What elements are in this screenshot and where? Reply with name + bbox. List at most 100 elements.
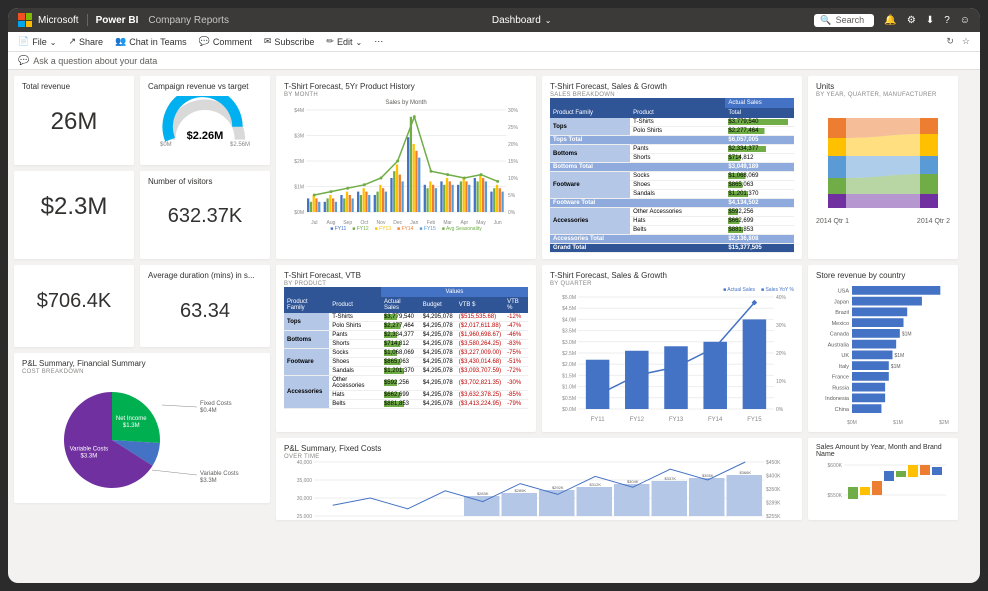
svg-text:$3.5M: $3.5M (562, 329, 576, 335)
svg-text:Italy: Italy (839, 364, 849, 370)
svg-text:$0.4M: $0.4M (200, 408, 217, 414)
tile-store-revenue[interactable]: Store revenue by country USAJapanBrazilM… (808, 265, 958, 432)
notifications-icon[interactable]: 🔔 (884, 15, 896, 26)
svg-text:$1.3M: $1.3M (123, 423, 140, 429)
download-icon[interactable]: ⬇ (926, 15, 934, 26)
svg-text:40,000: 40,000 (297, 460, 313, 466)
svg-text:$0M: $0M (847, 420, 857, 426)
tile-sales-breakdown[interactable]: T-Shirt Forecast, Sales & Growth SALES B… (542, 76, 802, 259)
svg-text:30,000: 30,000 (297, 496, 313, 502)
svg-text:$283K: $283K (477, 491, 489, 496)
svg-text:$2M: $2M (939, 420, 949, 426)
svg-text:USA: USA (838, 289, 850, 295)
svg-text:Brazil: Brazil (835, 310, 849, 316)
product-label: Power BI (96, 15, 139, 26)
comment-button[interactable]: 💬Comment (199, 36, 252, 47)
svg-text:$350K: $350K (766, 487, 781, 493)
svg-text:$3.0M: $3.0M (562, 340, 576, 346)
edit-button[interactable]: ✏Edit (326, 36, 362, 47)
svg-text:Russia: Russia (832, 385, 850, 391)
svg-text:$312K: $312K (589, 482, 601, 487)
quarterly-chart: $5.0M$4.5M$4.0M$3.5M$3.0M$2.5M$2.0M$1.5M… (550, 293, 794, 423)
svg-text:$3.3M: $3.3M (81, 454, 98, 460)
svg-text:Fixed Costs: Fixed Costs (200, 401, 232, 407)
view-selector[interactable]: Dashboard (492, 15, 552, 26)
svg-text:$1M: $1M (893, 420, 903, 426)
qa-bar[interactable]: 💬 Ask a question about your data (8, 52, 980, 70)
svg-text:$289K: $289K (514, 488, 526, 493)
svg-text:$292K: $292K (552, 485, 564, 490)
svg-text:Australia: Australia (828, 342, 850, 348)
tile-visitors[interactable]: Number of visitors 632.37K (140, 171, 270, 260)
svg-text:10%: 10% (776, 379, 787, 385)
share-button[interactable]: ↗Share (68, 36, 103, 47)
svg-text:$550K: $550K (828, 493, 843, 499)
file-menu[interactable]: 📄File (18, 36, 56, 47)
svg-text:0%: 0% (508, 210, 516, 216)
more-button[interactable]: ⋯ (374, 36, 383, 47)
svg-text:Jun: Jun (494, 220, 502, 226)
svg-text:Variable Costs: Variable Costs (200, 471, 239, 477)
toolbar: 📄File ↗Share 👥Chat in Teams 💬Comment ✉Su… (8, 32, 980, 52)
svg-text:$4M: $4M (294, 108, 304, 114)
svg-text:10%: 10% (508, 176, 519, 182)
svg-text:Mexico: Mexico (832, 321, 849, 327)
tile-sales-brand[interactable]: Sales Amount by Year, Month and Brand Na… (808, 438, 958, 520)
svg-text:$355K: $355K (702, 473, 714, 478)
feedback-icon[interactable]: ☺ (960, 15, 970, 26)
tile-pie[interactable]: P&L Summary, Financial Summary COST BREA… (14, 353, 270, 503)
tile-kpi3[interactable]: $706.4K (14, 265, 134, 347)
svg-text:FY12: FY12 (630, 417, 645, 423)
svg-text:30%: 30% (776, 323, 787, 329)
svg-text:Variable Costs: Variable Costs (70, 447, 109, 453)
svg-text:FY11: FY11 (591, 417, 606, 423)
favorite-icon[interactable]: ☆ (962, 36, 970, 47)
svg-text:$0.5M: $0.5M (562, 396, 576, 402)
tile-total-revenue[interactable]: Total revenue 26M (14, 76, 134, 165)
tile-kpi2[interactable]: $2.3M (14, 171, 134, 260)
svg-text:$0.0M: $0.0M (562, 407, 576, 413)
svg-text:$1M: $1M (294, 185, 304, 191)
tile-units[interactable]: Units BY YEAR, QUARTER, MANUFACTURER 201… (808, 76, 958, 259)
svg-text:25,000: 25,000 (297, 514, 313, 518)
chat-teams-button[interactable]: 👥Chat in Teams (115, 36, 187, 47)
svg-text:$1.5M: $1.5M (562, 373, 576, 379)
qa-icon: 💬 (18, 55, 29, 66)
svg-text:France: France (832, 375, 849, 381)
svg-text:$1M: $1M (902, 332, 912, 338)
svg-text:$600K: $600K (828, 463, 843, 469)
svg-text:30%: 30% (508, 108, 519, 114)
search-icon: 🔍 (820, 15, 831, 26)
forecast-5yr-legend: FY11FY12FY13FY14FY15Avg Seasonality (284, 226, 528, 232)
refresh-icon[interactable]: ↻ (946, 36, 954, 47)
svg-text:FY15: FY15 (747, 417, 762, 423)
svg-text:$304K: $304K (627, 479, 639, 484)
microsoft-logo (18, 13, 32, 27)
svg-text:Indonesia: Indonesia (825, 396, 850, 402)
svg-text:20%: 20% (776, 351, 787, 357)
help-icon[interactable]: ? (944, 15, 950, 26)
tile-duration[interactable]: Average duration (mins) in s... 63.34 (140, 265, 270, 347)
svg-text:Jul: Jul (311, 220, 317, 226)
fixed-costs-chart: 40,00035,00030,00025,000$450K$400K$350K$… (284, 460, 794, 518)
svg-text:$2M: $2M (294, 159, 304, 165)
tile-vtb[interactable]: T-Shirt Forecast, VTB BY PRODUCT ValuesP… (276, 265, 536, 432)
titlebar: Microsoft Power BI Company Reports Dashb… (8, 8, 980, 32)
svg-text:Canada: Canada (830, 332, 850, 338)
subscribe-button[interactable]: ✉Subscribe (264, 36, 315, 47)
tile-campaign-gauge[interactable]: Campaign revenue vs target $2.26M $0M$2.… (140, 76, 270, 165)
svg-text:Net Income: Net Income (116, 416, 147, 422)
svg-text:$5.0M: $5.0M (562, 295, 576, 301)
tile-fixed-costs[interactable]: P&L Summary, Fixed Costs OVER TIME 40,00… (276, 438, 802, 520)
vtb-table: ValuesProduct FamilyProductActual SalesB… (284, 287, 528, 409)
svg-text:$1M: $1M (894, 353, 904, 359)
pie-chart: Net Income$1.3MVariable Costs$3.3MFixed … (22, 375, 262, 495)
tile-forecast-5yr[interactable]: T-Shirt Forecast, 5Yr Product History BY… (276, 76, 536, 259)
workspace-label: Company Reports (148, 15, 229, 26)
tile-quarterly[interactable]: T-Shirt Forecast, Sales & Growth BY QUAR… (542, 265, 802, 432)
brand-label: Microsoft (38, 15, 79, 26)
search-input[interactable]: 🔍 Search (814, 14, 874, 27)
svg-text:China: China (835, 407, 850, 413)
settings-icon[interactable]: ⚙ (907, 15, 916, 26)
svg-text:$4.5M: $4.5M (562, 306, 576, 312)
